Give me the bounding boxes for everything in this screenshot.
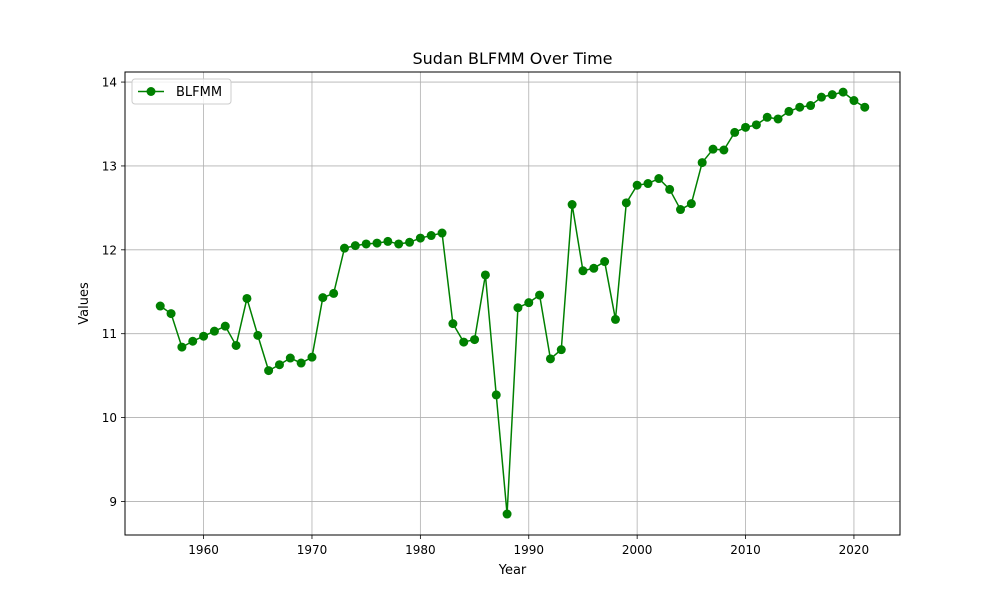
x-tick-label: 2010 <box>730 543 761 557</box>
data-point <box>339 243 349 253</box>
data-point <box>426 231 436 241</box>
x-tick-label: 1970 <box>297 543 328 557</box>
data-point <box>437 228 447 238</box>
data-point <box>242 293 252 303</box>
data-point <box>860 102 870 112</box>
data-point <box>199 331 209 341</box>
x-tick-label: 2020 <box>839 543 870 557</box>
data-point <box>155 301 165 311</box>
data-point <box>394 239 404 249</box>
data-point <box>231 340 241 350</box>
x-tick-label: 1980 <box>405 543 436 557</box>
x-tick-label: 1960 <box>188 543 219 557</box>
data-point <box>220 321 230 331</box>
data-point <box>773 114 783 124</box>
data-point <box>795 102 805 112</box>
y-tick-label: 11 <box>102 327 117 341</box>
data-point <box>838 87 848 97</box>
data-point <box>285 353 295 363</box>
y-axis-ticks: 9 10 11 12 13 14 <box>102 76 125 509</box>
data-point <box>264 366 274 376</box>
data-point <box>827 90 837 100</box>
x-tick-label: 2000 <box>622 543 653 557</box>
data-point <box>578 266 588 276</box>
data-point <box>556 345 566 355</box>
data-point <box>209 326 219 336</box>
data-point <box>350 241 360 251</box>
y-tick-label: 14 <box>102 76 117 90</box>
data-point <box>816 92 826 102</box>
data-point <box>730 127 740 137</box>
legend-marker-swatch <box>146 87 156 96</box>
data-point <box>589 263 599 273</box>
data-point <box>719 145 729 155</box>
series-layer <box>155 87 870 519</box>
data-point <box>621 198 631 208</box>
data-point <box>806 101 816 111</box>
data-point <box>188 336 198 346</box>
data-point <box>513 303 523 313</box>
data-point <box>480 270 490 280</box>
data-point <box>524 298 534 308</box>
data-point <box>741 122 751 132</box>
data-point <box>535 290 545 300</box>
data-point <box>459 337 469 347</box>
data-point <box>177 342 187 352</box>
data-point <box>665 184 675 194</box>
data-point <box>361 239 371 249</box>
data-point <box>405 237 415 247</box>
x-tick-label: 1990 <box>513 543 544 557</box>
data-point <box>567 200 577 210</box>
grid-lines <box>125 72 900 535</box>
y-tick-label: 10 <box>102 411 117 425</box>
y-tick-label: 12 <box>102 243 117 257</box>
data-point <box>762 112 772 122</box>
chart-title: Sudan BLFMM Over Time <box>413 49 613 68</box>
data-point <box>491 390 501 400</box>
data-point <box>545 354 555 364</box>
data-point <box>697 158 707 168</box>
data-point <box>318 293 328 303</box>
y-tick-label: 9 <box>109 495 117 509</box>
data-point <box>686 199 696 209</box>
data-point <box>307 352 317 362</box>
x-axis-label: Year <box>498 563 527 578</box>
data-point <box>372 238 382 248</box>
data-point <box>600 257 610 267</box>
data-point <box>470 335 480 345</box>
data-point <box>654 174 664 184</box>
data-point <box>676 205 686 215</box>
data-point <box>632 180 642 190</box>
data-point <box>274 360 284 370</box>
x-axis-ticks: 1960 1970 1980 1990 2000 2010 2020 <box>188 535 869 557</box>
data-point <box>383 236 393 246</box>
data-point <box>643 179 653 189</box>
legend-box <box>131 78 232 105</box>
data-point <box>751 120 761 130</box>
data-point <box>329 288 339 298</box>
data-point <box>296 358 306 368</box>
data-point <box>166 309 176 319</box>
y-axis-label: Values <box>77 282 92 325</box>
data-point <box>448 319 458 329</box>
data-point <box>784 106 794 116</box>
data-point <box>610 314 620 324</box>
data-point <box>253 330 263 340</box>
data-point <box>415 233 425 243</box>
data-point <box>849 96 859 106</box>
legend-label: BLFMM <box>176 85 222 100</box>
data-point <box>502 509 512 519</box>
y-tick-label: 13 <box>102 159 117 173</box>
data-point <box>708 144 718 154</box>
legend: BLFMM <box>131 78 232 105</box>
plot-area-frame <box>124 71 901 536</box>
